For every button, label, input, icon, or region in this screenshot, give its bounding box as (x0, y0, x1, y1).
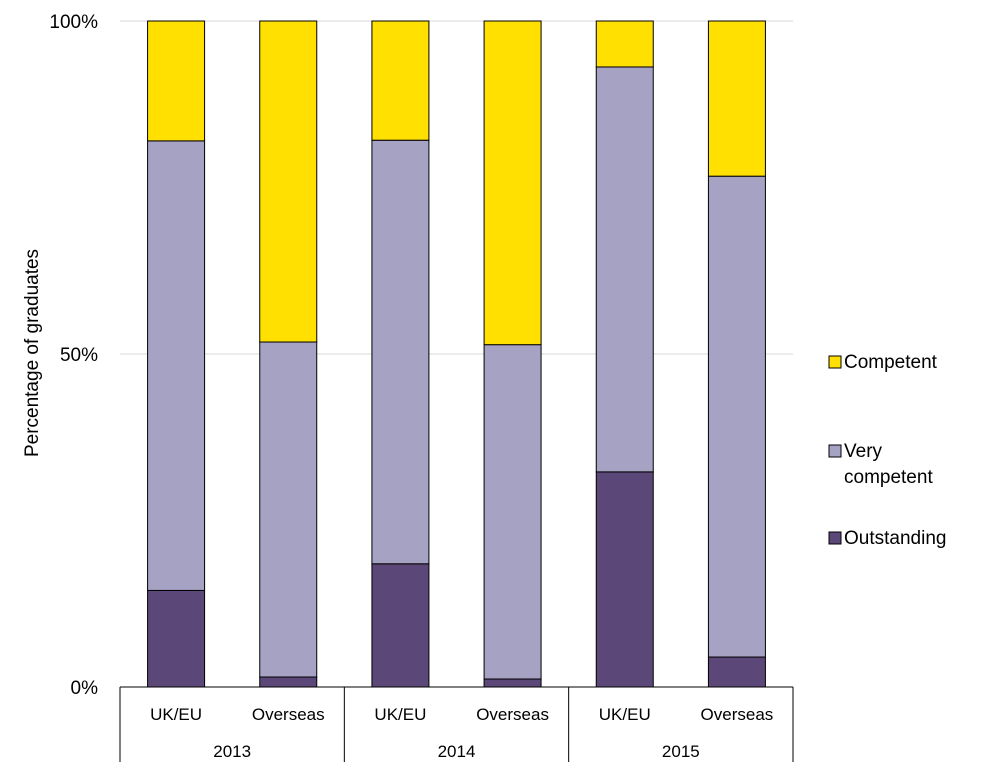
bar-segment-very-competent (707, 175, 766, 658)
bar-segment-very-competent (371, 139, 430, 565)
bar-segment-competent (595, 20, 654, 68)
x-category-labels: UK/EU Overseas UK/EU Overseas UK/EU Overseas (150, 705, 773, 724)
bar-segment-competent (147, 20, 206, 142)
bar-segment-outstanding (707, 656, 766, 688)
bar-segment-very-competent (147, 140, 206, 591)
bar-segment-outstanding (371, 563, 430, 688)
x-group-label: 2015 (662, 742, 700, 761)
x-group-label: 2014 (438, 742, 476, 761)
y-axis-title: Percentage of graduates (22, 249, 43, 457)
y-tick-label: 0% (71, 678, 99, 699)
x-category-label: Overseas (252, 705, 325, 724)
x-category-label: Overseas (701, 705, 774, 724)
x-category-label: UK/EU (150, 705, 202, 724)
bar-segment-outstanding (483, 678, 542, 688)
x-category-label: UK/EU (374, 705, 426, 724)
legend-swatch (828, 444, 842, 458)
bar-segment-competent (259, 20, 318, 343)
bar-segment-very-competent (595, 66, 654, 473)
legend-label: Outstanding (844, 528, 946, 549)
x-category-label: Overseas (476, 705, 549, 724)
bar-segment-competent (371, 20, 430, 141)
bars (147, 20, 766, 688)
bar-segment-outstanding (259, 676, 318, 688)
legend: Competent Very competent Outstanding (828, 352, 946, 549)
legend-swatch (828, 531, 842, 545)
y-tick-labels: 0% 50% 100% (49, 12, 98, 699)
y-tick-label: 50% (60, 345, 98, 366)
bar-segment-outstanding (147, 589, 206, 688)
legend-swatch (828, 355, 842, 369)
bar-segment-outstanding (595, 471, 654, 688)
y-tick-label: 100% (49, 12, 98, 33)
x-group-labels: 2013 2014 2015 (213, 742, 699, 761)
bar-segment-competent (707, 20, 766, 177)
bar-segment-competent (483, 20, 542, 346)
gridlines (120, 20, 793, 355)
axes (119, 686, 794, 762)
bar-segment-very-competent (483, 344, 542, 680)
legend-label: competent (844, 467, 933, 488)
bar-segment-very-competent (259, 341, 318, 678)
x-group-label: 2013 (213, 742, 251, 761)
legend-label: Competent (844, 352, 938, 373)
legend-label: Very (844, 441, 883, 462)
x-category-label: UK/EU (599, 705, 651, 724)
